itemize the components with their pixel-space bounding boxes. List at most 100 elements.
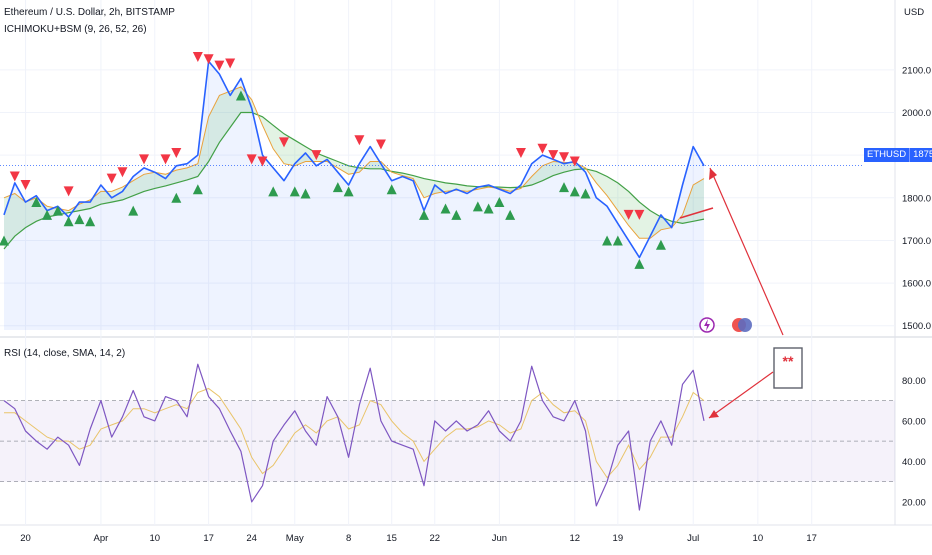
rsi-pane[interactable]	[3, 363, 705, 511]
arrow-to-price-line	[709, 167, 784, 336]
rsi-title[interactable]: RSI (14, close, SMA, 14, 2)	[4, 348, 126, 359]
buy-signal-marker	[440, 203, 451, 214]
symbol-title[interactable]: Ethereum / U.S. Dollar, 2h, BITSTAMP	[4, 7, 175, 18]
buy-signal-marker	[63, 216, 74, 227]
sell-signal-marker	[354, 135, 365, 146]
buy-signal-marker	[74, 214, 85, 225]
sell-signal-marker	[515, 148, 526, 159]
time-tick-label: 10	[753, 533, 764, 544]
sell-signal-marker	[214, 60, 225, 71]
signal-markers	[0, 52, 666, 269]
sell-signal-marker	[9, 171, 20, 182]
sell-signal-marker	[634, 209, 645, 220]
axes: 2100.02000.01900.01800.01700.01600.01500…	[20, 65, 931, 544]
sell-signal-marker	[171, 148, 182, 159]
time-tick-label: Jul	[687, 533, 699, 544]
buy-signal-marker	[505, 209, 516, 220]
rsi-tick-label: 60.00	[902, 416, 926, 427]
sell-signal-marker	[63, 186, 74, 197]
flag-event-icon-2	[738, 318, 752, 332]
sell-signal-marker	[192, 52, 203, 63]
rsi-line	[3, 363, 705, 511]
sell-signal-marker	[375, 139, 386, 150]
buy-signal-marker	[580, 188, 591, 199]
buy-signal-marker	[343, 186, 354, 197]
annotations: **	[679, 167, 803, 419]
sell-signal-marker	[569, 156, 580, 167]
annotation-box	[773, 347, 803, 389]
price-tick-label: 1500.0	[902, 321, 931, 332]
sell-signal-marker	[537, 143, 548, 154]
annotation-box-text: **	[783, 353, 794, 369]
sell-signal-marker	[106, 173, 117, 184]
time-tick-label: 17	[806, 533, 817, 544]
short-arrow-line	[679, 207, 714, 219]
time-tick-label: Apr	[94, 533, 109, 544]
time-tick-label: 19	[613, 533, 624, 544]
buy-signal-marker	[483, 203, 494, 214]
sell-signal-marker	[548, 150, 559, 161]
time-tick-label: 24	[246, 533, 257, 544]
buy-signal-marker	[171, 192, 182, 203]
buy-signal-marker	[655, 239, 666, 250]
buy-signal-marker	[569, 186, 580, 197]
rsi-tick-label: 40.00	[902, 457, 926, 468]
last-price-value: 1875.5	[909, 148, 932, 162]
price-area	[4, 61, 704, 331]
buy-signal-marker	[419, 209, 429, 220]
buy-signal-marker	[31, 197, 42, 208]
price-tick-label: 2000.0	[902, 108, 931, 119]
time-tick-label: May	[286, 533, 304, 544]
price-line	[3, 60, 705, 259]
buy-signal-marker	[42, 209, 53, 220]
sell-signal-marker	[225, 58, 236, 69]
arrow-to-price-head-icon	[709, 168, 717, 180]
buy-signal-marker	[494, 197, 505, 208]
sell-signal-marker	[20, 180, 31, 190]
buy-signal-marker	[634, 258, 645, 269]
buy-signal-marker	[602, 235, 613, 246]
buy-signal-marker	[0, 235, 9, 246]
buy-signal-marker	[289, 186, 300, 197]
time-tick-label: 10	[149, 533, 160, 544]
price-pane[interactable]	[0, 60, 864, 331]
time-tick-label: 20	[20, 533, 31, 544]
price-tick-label: 1800.0	[902, 193, 931, 204]
sell-signal-marker	[160, 154, 171, 165]
buy-signal-marker	[192, 184, 203, 195]
sell-signal-marker	[203, 54, 214, 65]
time-tick-label: 22	[429, 533, 440, 544]
buy-signal-marker	[559, 182, 569, 193]
sell-signal-marker	[311, 150, 322, 161]
buy-signal-marker	[268, 186, 279, 197]
rsi-band	[0, 400, 895, 483]
time-tick-label: 17	[203, 533, 214, 544]
time-tick-label: 8	[346, 533, 351, 544]
rsi-tick-label: 80.00	[902, 376, 926, 387]
sell-signal-marker	[117, 167, 128, 178]
buy-signal-marker	[300, 188, 311, 199]
rsi-tick-label: 20.00	[902, 497, 926, 508]
price-tick-label: 1700.0	[902, 236, 931, 247]
sell-signal-marker	[623, 209, 634, 220]
grid	[0, 0, 932, 526]
sell-signal-marker	[559, 152, 569, 163]
time-tick-label: 12	[569, 533, 580, 544]
sell-signal-marker	[279, 137, 289, 148]
price-tick-label: 2100.0	[902, 65, 931, 76]
sell-signal-marker	[139, 154, 149, 165]
buy-signal-marker	[386, 184, 397, 195]
arrow-to-rsi-line	[708, 371, 774, 419]
last-price-symbol: ETHUSD	[867, 149, 907, 160]
currency-label: USD	[904, 7, 925, 18]
buy-signal-marker	[451, 209, 462, 220]
indicator-title[interactable]: ICHIMOKU+BSM (9, 26, 52, 26)	[4, 24, 147, 35]
buy-signal-marker	[235, 90, 246, 101]
arrow-to-rsi-head-icon	[709, 410, 719, 418]
buy-signal-marker	[52, 205, 63, 216]
time-tick-label: 15	[386, 533, 397, 544]
sell-signal-marker	[257, 156, 268, 167]
buy-signal-marker	[612, 235, 623, 246]
buy-signal-marker	[332, 182, 343, 193]
